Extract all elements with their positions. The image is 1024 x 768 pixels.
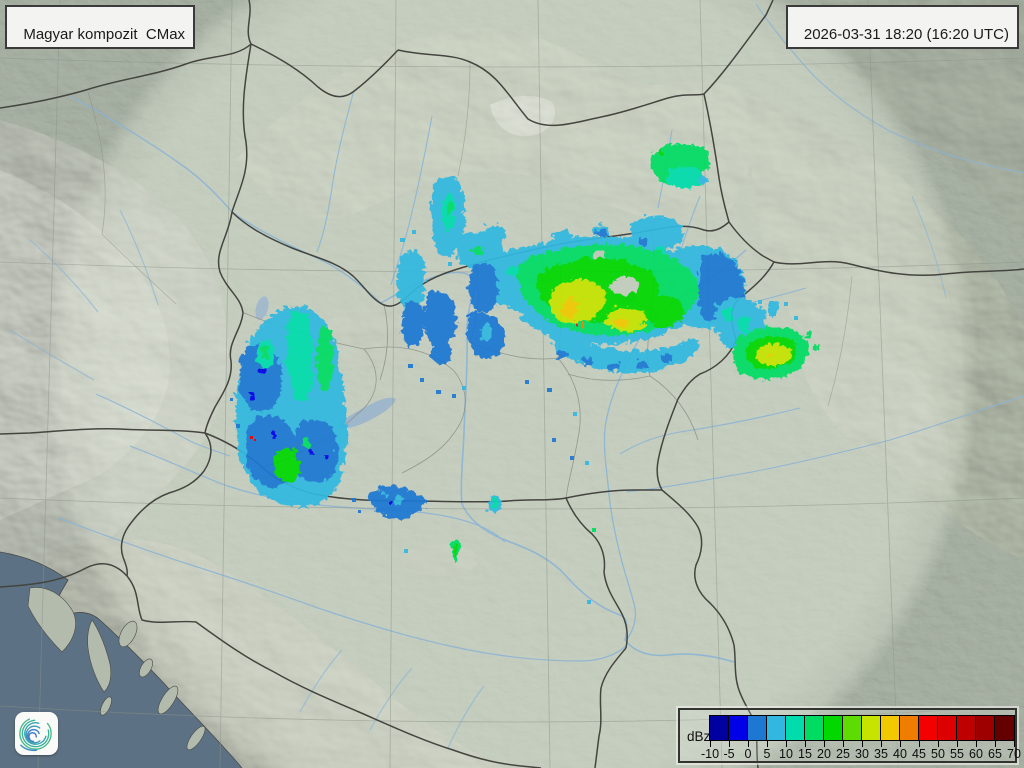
radar-spiral-logo [15, 712, 58, 755]
legend-tick [824, 741, 825, 747]
legend-tick-label: 35 [874, 747, 888, 761]
legend-tick-label: 60 [969, 747, 983, 761]
legend-tick-label: 45 [912, 747, 926, 761]
radar-speckles [230, 230, 798, 604]
legend-color-cell [976, 716, 995, 740]
legend-tick-label: 55 [950, 747, 964, 761]
legend-color-cell [995, 716, 1014, 740]
legend-tick [957, 741, 958, 747]
product-label-box: Magyar kompozit CMax [5, 5, 196, 49]
legend-tick [805, 741, 806, 747]
legend-color-cell [919, 716, 938, 740]
legend-tick [748, 741, 749, 747]
legend-tick [1014, 741, 1015, 747]
echo-south-blob [366, 483, 424, 517]
timestamp-label: 2026-03-31 18:20 (16:20 UTC) [803, 25, 1009, 43]
legend-color-cell [824, 716, 843, 740]
legend-color-cell [805, 716, 824, 740]
legend-color-cell [729, 716, 748, 740]
legend-tick-label: 10 [779, 747, 793, 761]
legend-tick [938, 741, 939, 747]
legend-tick-label: 20 [817, 747, 831, 761]
legend-color-cell [786, 716, 805, 740]
legend-color-cell [862, 716, 881, 740]
legend-tick-label: 65 [988, 747, 1002, 761]
legend-tick-label: 15 [798, 747, 812, 761]
legend-tick [976, 741, 977, 747]
lake-balaton [337, 397, 396, 428]
radar-echoes [232, 140, 819, 560]
legend-color-cell [748, 716, 767, 740]
echo-east-blob [712, 294, 819, 378]
legend-color-cell [900, 716, 919, 740]
echo-central-band [466, 213, 744, 371]
legend-tick-label: 70 [1007, 747, 1021, 761]
legend-tick-label: 5 [763, 747, 771, 761]
legend-color-cell [710, 716, 729, 740]
echo-northeast-blob [647, 140, 708, 187]
legend-tick [729, 741, 730, 747]
legend-color-cell [938, 716, 957, 740]
legend-color-cell [767, 716, 786, 740]
legend-tick-label: 25 [836, 747, 850, 761]
legend-tick [767, 741, 768, 747]
dbz-legend: dBz -10 -5 0 5 10 15 20 25 30 35 40 45 50 55 60 65 70 [678, 708, 1021, 763]
legend-tick [786, 741, 787, 747]
legend-color-cell [881, 716, 900, 740]
legend-tick [710, 741, 711, 747]
spiral-icon [19, 717, 52, 752]
legend-tick [843, 741, 844, 747]
legend-tick-label: -5 [723, 747, 735, 761]
legend-tick [919, 741, 920, 747]
echo-border-streak [449, 494, 499, 560]
legend-tick [900, 741, 901, 747]
legend-tick-label: 50 [931, 747, 945, 761]
lake-neusiedl [255, 296, 269, 320]
legend-color-cell [843, 716, 862, 740]
legend-tick-label: -10 [700, 747, 720, 761]
product-label: Magyar kompozit CMax [23, 25, 186, 43]
radar-coverage-circle [44, 0, 980, 768]
legend-tick-label: 0 [744, 747, 752, 761]
dbz-unit-label: dBz [687, 729, 711, 744]
echo-west-cluster [232, 303, 345, 506]
legend-tick [995, 741, 996, 747]
legend-color-bar [709, 715, 1015, 741]
legend-tick-label: 40 [893, 747, 907, 761]
legend-color-cell [957, 716, 976, 740]
legend-tick-label: 30 [855, 747, 869, 761]
legend-tick [862, 741, 863, 747]
timestamp-box: 2026-03-31 18:20 (16:20 UTC) [785, 5, 1019, 49]
legend-tick [881, 741, 882, 747]
